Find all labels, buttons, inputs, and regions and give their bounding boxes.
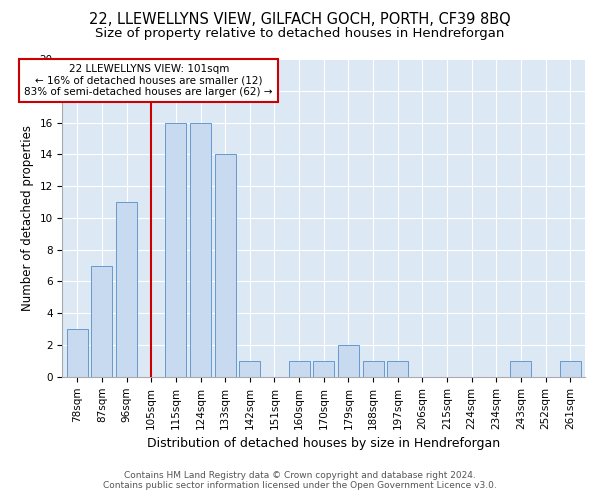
Text: 22 LLEWELLYNS VIEW: 101sqm
← 16% of detached houses are smaller (12)
83% of semi: 22 LLEWELLYNS VIEW: 101sqm ← 16% of deta… (25, 64, 273, 97)
Bar (239, 361, 260, 377)
Bar (289, 361, 310, 377)
Y-axis label: Number of detached properties: Number of detached properties (21, 125, 34, 311)
X-axis label: Distribution of detached houses by size in Hendreforgan: Distribution of detached houses by size … (147, 437, 500, 450)
Bar (67, 329, 88, 377)
Bar (166, 122, 187, 377)
Bar (362, 361, 383, 377)
Bar (313, 361, 334, 377)
Bar (116, 202, 137, 377)
Bar (387, 361, 408, 377)
Bar (560, 361, 581, 377)
Text: Contains HM Land Registry data © Crown copyright and database right 2024.
Contai: Contains HM Land Registry data © Crown c… (103, 470, 497, 490)
Text: Size of property relative to detached houses in Hendreforgan: Size of property relative to detached ho… (95, 28, 505, 40)
Bar (91, 266, 112, 377)
Bar (338, 345, 359, 377)
Bar (511, 361, 532, 377)
Bar (190, 122, 211, 377)
Text: 22, LLEWELLYNS VIEW, GILFACH GOCH, PORTH, CF39 8BQ: 22, LLEWELLYNS VIEW, GILFACH GOCH, PORTH… (89, 12, 511, 28)
Bar (215, 154, 236, 377)
